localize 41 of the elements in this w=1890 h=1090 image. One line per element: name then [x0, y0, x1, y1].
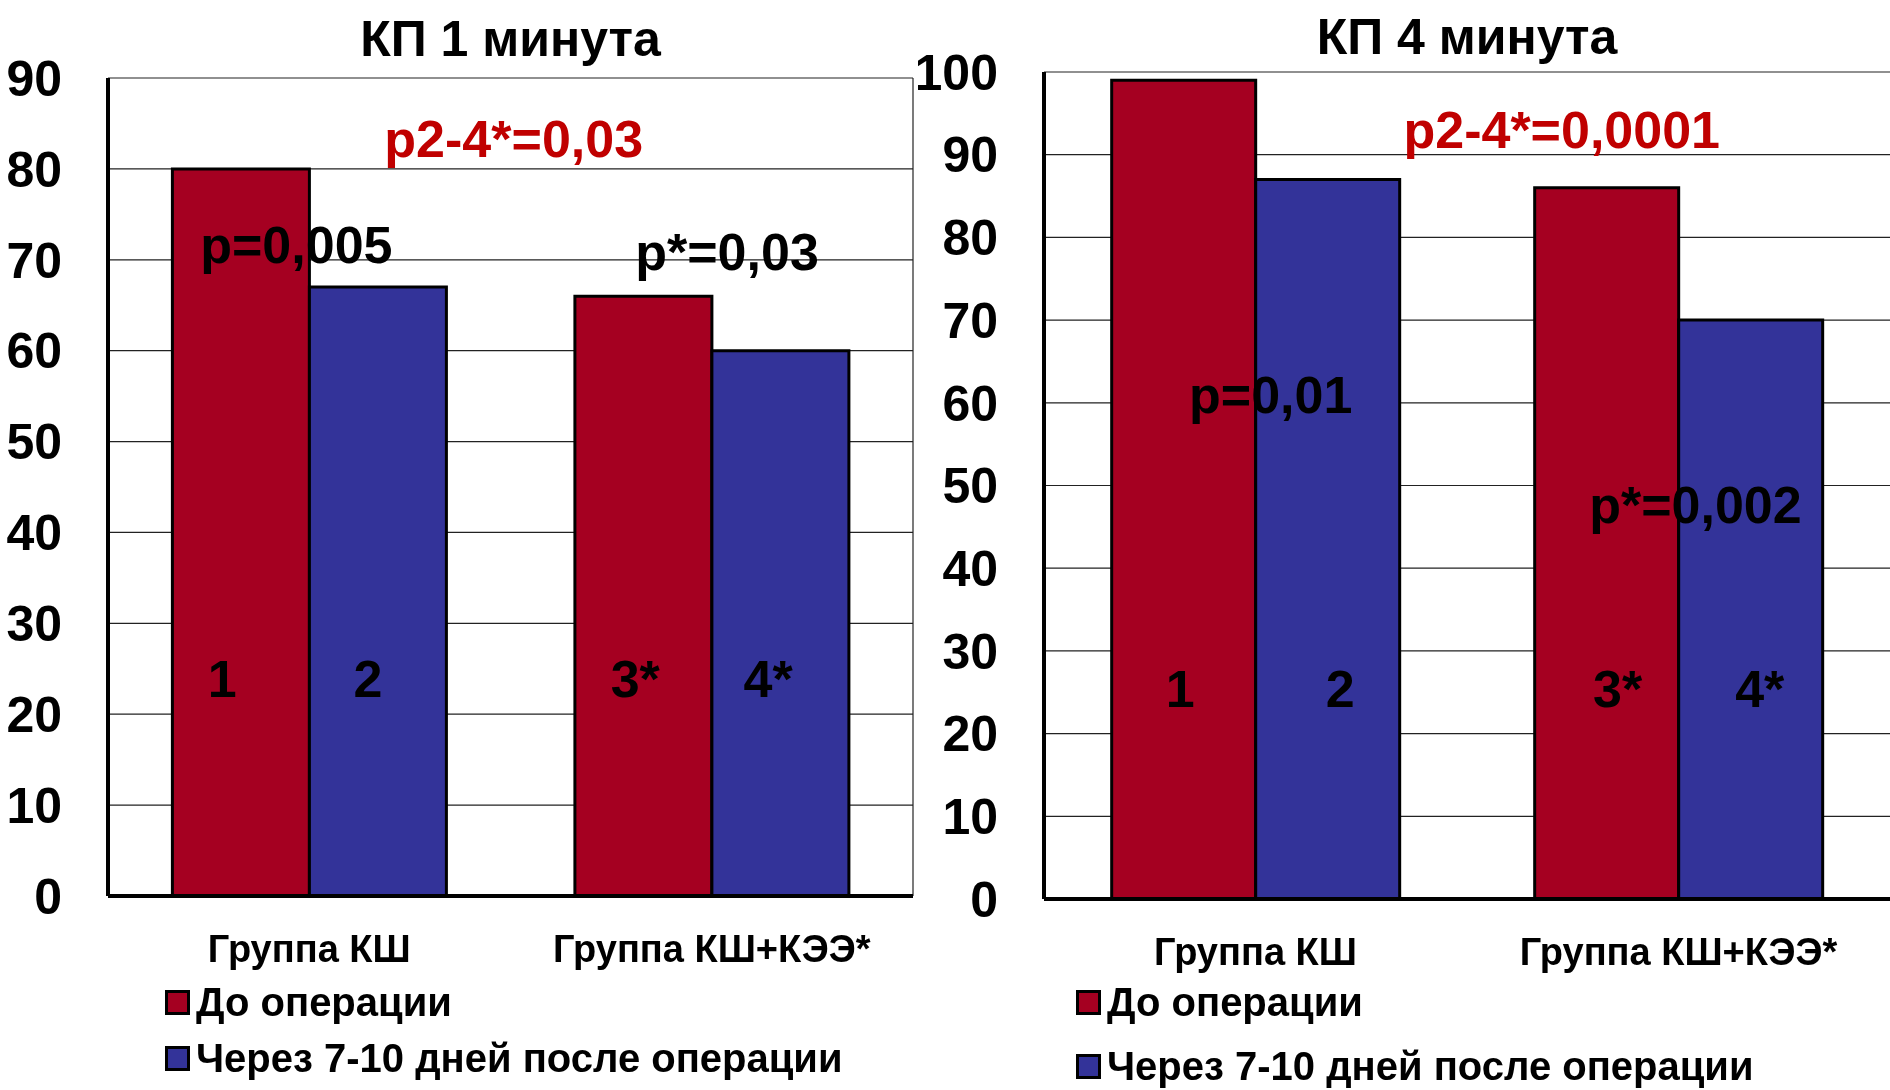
- annotation: 1: [207, 650, 237, 709]
- annotation: 2: [353, 650, 383, 709]
- x-tick-label: Группа КШ+КЭЭ*: [552, 927, 871, 970]
- annotation: 2: [1325, 659, 1355, 718]
- x-tick-label: Группа КШ: [1154, 930, 1357, 973]
- annotation: 4*: [1735, 659, 1785, 718]
- chart-title: КП 4 минута: [1315, 9, 1619, 65]
- y-tick-label: 30: [942, 623, 998, 680]
- y-tick-label: 60: [942, 375, 998, 432]
- annotation: p2-4*=0,0001: [1403, 100, 1721, 159]
- y-tick-label: 90: [942, 127, 998, 184]
- y-tick-label: 90: [6, 50, 62, 107]
- y-tick-label: 20: [6, 686, 62, 743]
- y-tick-label: 100: [914, 44, 998, 101]
- annotation: 3*: [1593, 659, 1643, 718]
- y-tick-label: 60: [6, 323, 62, 380]
- x-tick-label: Группа КШ+КЭЭ*: [1519, 930, 1838, 973]
- y-tick-label: 20: [942, 706, 998, 763]
- y-tick-label: 10: [6, 777, 62, 834]
- annotation: 1: [1165, 659, 1195, 718]
- y-tick-label: 0: [34, 868, 62, 925]
- legend-label: До операции: [1107, 980, 1363, 1024]
- y-tick-label: 30: [6, 596, 62, 653]
- y-tick-label: 50: [6, 414, 62, 471]
- y-tick-label: 50: [942, 458, 998, 515]
- annotation: 4*: [743, 650, 793, 709]
- y-tick-label: 70: [6, 232, 62, 289]
- legend-label: Через 7-10 дней после операции: [196, 1036, 843, 1080]
- y-tick-label: 70: [942, 292, 998, 349]
- chart-title: КП 1 минута: [359, 11, 662, 67]
- x-tick-label: Группа КШ: [207, 927, 411, 970]
- legend-label: Через 7-10 дней после операции: [1107, 1044, 1754, 1088]
- legend-label: До операции: [196, 980, 452, 1024]
- annotation: 3*: [610, 650, 660, 709]
- annotation: p2-4*=0,03: [384, 110, 644, 169]
- y-tick-label: 10: [942, 789, 998, 846]
- y-tick-label: 0: [970, 871, 998, 928]
- y-tick-label: 80: [6, 141, 62, 198]
- y-tick-label: 40: [6, 505, 62, 562]
- y-tick-label: 40: [942, 540, 998, 597]
- y-tick-label: 80: [942, 210, 998, 267]
